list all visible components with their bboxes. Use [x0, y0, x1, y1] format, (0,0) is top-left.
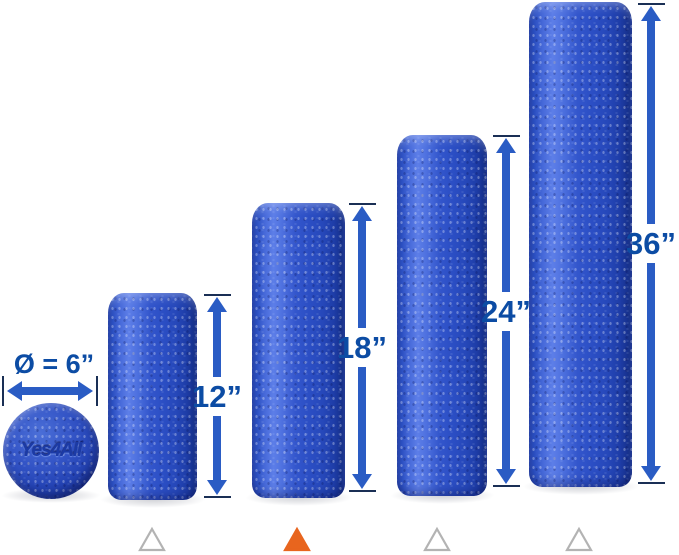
dimension-label-36: 36” — [626, 226, 676, 261]
arrowhead-left-icon — [7, 381, 22, 401]
diameter-label: Ø = 6” — [13, 349, 95, 379]
arrowhead-down-icon — [496, 469, 516, 484]
arrow-segment-down — [187, 415, 247, 495]
dimension-tick-bottom — [348, 490, 376, 492]
arrow-segment-down — [621, 263, 679, 481]
dimension-tick-bottom — [492, 485, 520, 487]
dimension-label-18: 18” — [337, 330, 387, 365]
dimension-tick-left — [2, 376, 4, 406]
arrowhead-right-icon — [78, 381, 93, 401]
arrowhead-down-icon — [207, 480, 227, 495]
arrow-segment-up — [476, 138, 536, 292]
foam-roller-end-view: Yes4All — [3, 403, 99, 499]
carousel-indicator-1-triangle-icon[interactable] — [138, 526, 166, 553]
arrow-shaft — [213, 415, 221, 480]
dimension-tick-top — [492, 135, 520, 137]
arrow-shaft — [502, 330, 510, 469]
arrow-segment-up — [621, 6, 679, 224]
carousel-indicator-4-triangle-icon[interactable] — [565, 526, 593, 553]
arrowhead-up-icon — [352, 206, 372, 221]
foam-roller-36-inch — [529, 2, 632, 487]
arrow-shaft — [213, 312, 221, 377]
yes4all-logo: Yes4All — [20, 440, 83, 461]
horizontal-dimension-arrow-icon — [2, 376, 98, 406]
dimension-annotation-12: 12” — [187, 294, 247, 498]
dimension-tick-top — [348, 203, 376, 205]
carousel-indicator-2-triangle-icon[interactable] — [283, 526, 311, 553]
foam-roller-24-inch — [397, 135, 487, 496]
arrow-segment-up — [332, 206, 392, 328]
dimension-tick-top — [203, 294, 231, 296]
dimension-label-24: 24” — [481, 293, 531, 329]
arrow-segment-down — [332, 367, 392, 489]
arrowhead-up-icon — [207, 297, 227, 312]
dimension-annotation-36: 36” — [621, 3, 679, 484]
dimension-label-12: 12” — [192, 378, 242, 414]
dimension-tick-top — [637, 3, 665, 5]
arrowhead-up-icon — [641, 6, 661, 21]
arrowhead-down-icon — [352, 474, 372, 489]
foam-roller-18-inch — [252, 203, 345, 498]
arrowhead-down-icon — [641, 466, 661, 481]
arrow-shaft — [647, 21, 655, 224]
dimension-annotation-18: 18” — [332, 203, 392, 492]
carousel-indicator-3-triangle-icon[interactable] — [423, 526, 451, 553]
foam-roller-12-inch — [108, 293, 197, 500]
arrow-segment-down — [476, 330, 536, 484]
arrow-shaft — [358, 221, 366, 328]
arrow-shaft — [647, 263, 655, 466]
dimension-tick-right — [96, 376, 98, 406]
dimension-annotation-24: 24” — [476, 135, 536, 487]
dimension-tick-bottom — [203, 496, 231, 498]
arrow-segment-up — [187, 297, 247, 377]
dimension-tick-bottom — [637, 482, 665, 484]
arrow-shaft — [22, 387, 78, 395]
arrowhead-up-icon — [496, 138, 516, 153]
arrow-shaft — [502, 153, 510, 292]
arrow-shaft — [358, 367, 366, 474]
